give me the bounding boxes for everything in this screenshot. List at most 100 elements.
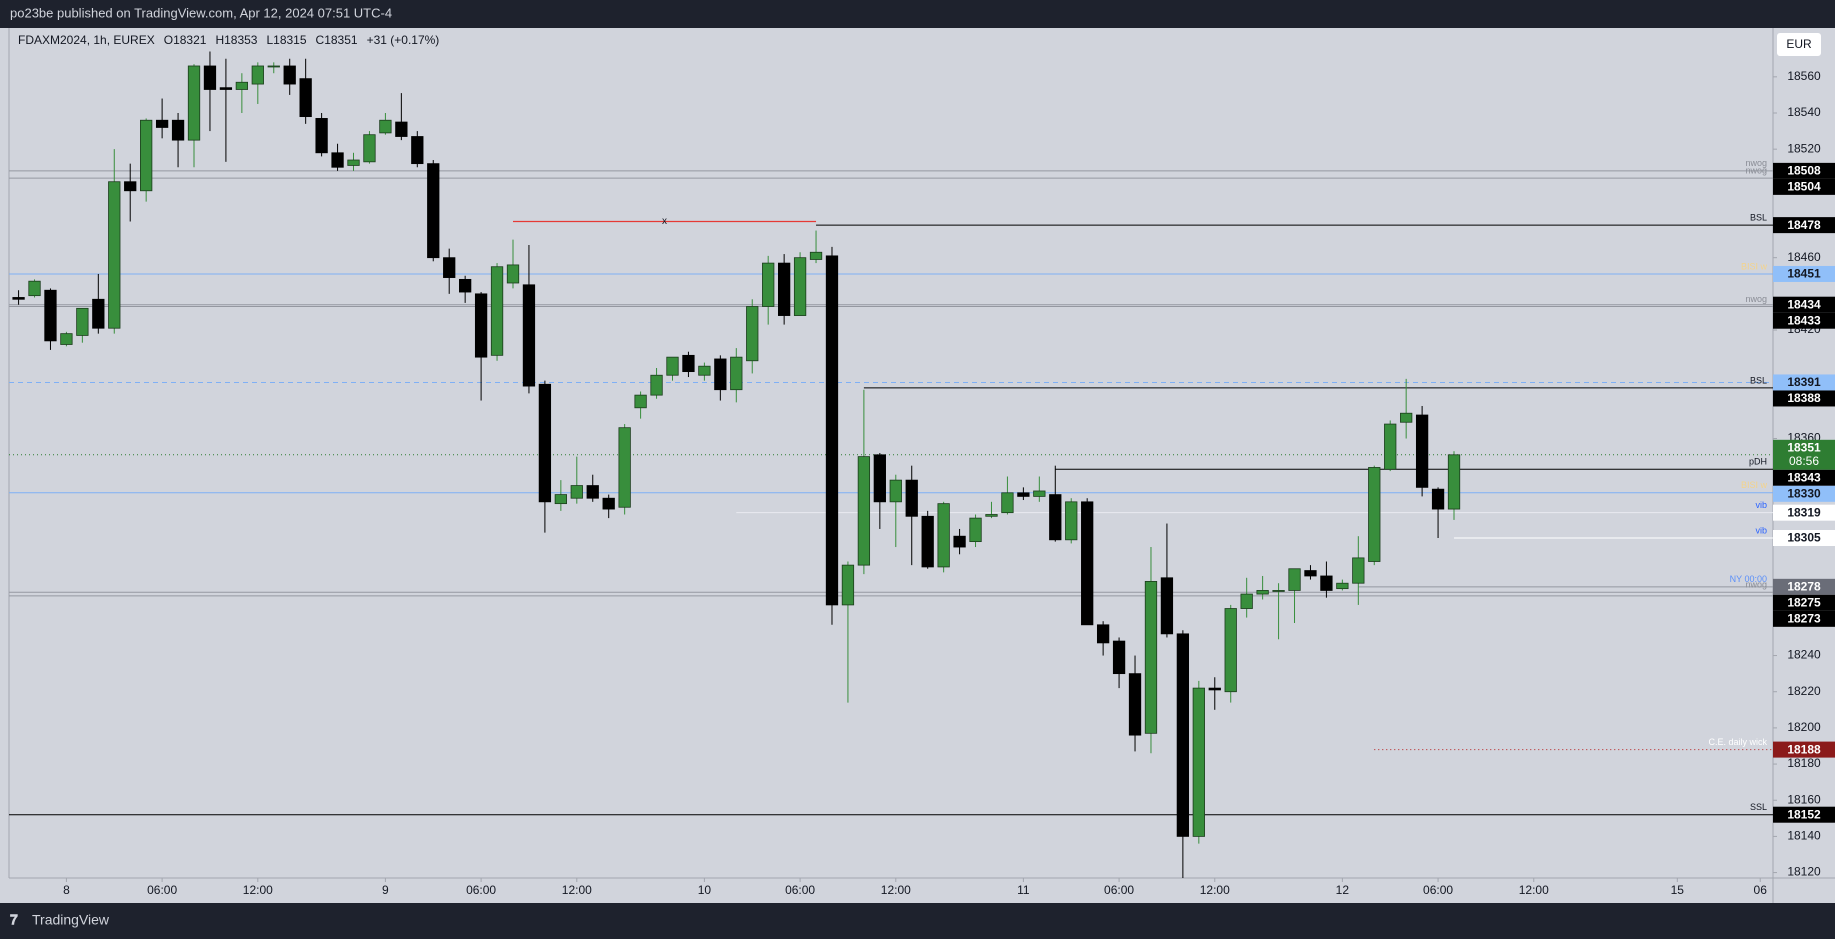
candle-body (1240, 593, 1253, 609)
candle-body (1112, 640, 1126, 675)
candle-body (937, 503, 950, 568)
legend-high: H18353 (215, 33, 257, 47)
candle-body (905, 479, 918, 517)
price-tag (1773, 485, 1835, 502)
x-tick-label: 06:00 (466, 883, 496, 897)
price-tag (1773, 578, 1835, 595)
candle-body (777, 262, 791, 316)
candle-body (634, 394, 647, 409)
price-tag (1773, 439, 1835, 470)
candle-body (315, 118, 328, 154)
price-tag (1773, 265, 1835, 282)
legend-change: +31 (+0.17%) (367, 33, 440, 47)
candle-body (490, 266, 504, 356)
candle-body (1320, 575, 1333, 591)
candle-body (1208, 687, 1221, 691)
level-label: nwog (1745, 165, 1767, 175)
candle-body (347, 159, 360, 166)
candle-body (1176, 633, 1190, 837)
candle-body (857, 456, 871, 566)
currency-button[interactable] (1777, 33, 1821, 56)
price-tag (1773, 390, 1835, 407)
price-tag-label: 18152 (1787, 807, 1821, 821)
level-label: nwog (1745, 158, 1767, 168)
candle-body (395, 121, 408, 137)
level-label: nwog (1745, 294, 1767, 304)
price-tag-label: 18273 (1787, 612, 1821, 626)
price-tag-label: 18478 (1787, 218, 1821, 232)
candle-body (1033, 490, 1046, 497)
candle-body (1049, 494, 1062, 541)
candle-body (1352, 557, 1365, 584)
candle-body (570, 485, 583, 499)
candle-body (187, 65, 201, 141)
x-tick-label: 12:00 (1519, 883, 1549, 897)
y-tick-label: 18220 (1787, 684, 1821, 698)
price-tag-label: 18391 (1787, 375, 1821, 389)
price-tag (1773, 469, 1835, 486)
candle-body (841, 564, 855, 606)
level-label: BISI w (1741, 480, 1768, 490)
x-tick-label: 12:00 (1200, 883, 1230, 897)
price-tag-label: 18388 (1787, 391, 1821, 405)
candle-body (379, 119, 392, 134)
candle-body (1160, 577, 1174, 635)
level-label: BISI w (1741, 261, 1768, 271)
x-tick-label: 10 (698, 883, 712, 897)
price-tag-label: 18319 (1787, 505, 1821, 519)
candle-body (44, 289, 57, 342)
candle-body (1096, 624, 1110, 644)
price-tag (1773, 594, 1835, 611)
level-label: C.E. daily wick (1708, 737, 1767, 747)
currency-label[interactable]: EUR (1786, 37, 1812, 51)
candle-body (1288, 568, 1301, 591)
candle-body (411, 136, 424, 165)
candle-body (219, 87, 233, 90)
candle-body (1081, 501, 1094, 626)
candle-body (474, 293, 488, 358)
candle-body (969, 517, 982, 543)
footer-bar (0, 903, 1835, 939)
legend-open: O18321 (164, 33, 207, 47)
legend-low: L18315 (266, 33, 306, 47)
candle-body (267, 65, 280, 68)
legend-symbol: FDAXM2024, 1h, EUREX (18, 33, 155, 47)
level-label: pDH (1749, 457, 1767, 467)
candle-body (1431, 488, 1445, 510)
y-tick-label: 18160 (1787, 792, 1821, 806)
candle-body (28, 280, 41, 297)
candle-body (1128, 673, 1142, 736)
candle-body (1400, 412, 1413, 423)
price-tag (1773, 312, 1835, 329)
candle-body (1447, 454, 1461, 510)
price-tag-label: 18188 (1787, 742, 1821, 756)
x-tick-label: 12:00 (243, 883, 273, 897)
candle-body (825, 255, 839, 606)
candle-body (363, 134, 376, 163)
candle-body (650, 374, 663, 396)
candle-body (1017, 492, 1030, 497)
price-tag (1773, 162, 1835, 179)
x-tick-label: 06:00 (1423, 883, 1453, 897)
candle-body (1336, 582, 1349, 590)
x-tick-label: 11 (1017, 883, 1030, 897)
candle-body (171, 119, 185, 141)
candle-body (299, 78, 312, 118)
candle-body (1384, 423, 1397, 470)
candle-body (459, 278, 472, 293)
candle-body (1304, 570, 1317, 577)
x-tick-label: 12 (1336, 883, 1350, 897)
candle-body (793, 257, 807, 316)
level-label: SSL (1750, 802, 1767, 812)
candle-body (60, 333, 73, 345)
candle-body (730, 356, 743, 391)
y-tick-label: 18560 (1787, 69, 1821, 83)
y-tick-label: 18240 (1787, 648, 1821, 662)
candle-body (235, 81, 249, 90)
candle-body (586, 485, 599, 499)
candle-body (762, 262, 775, 307)
x-tick-label: 15 (1671, 883, 1685, 897)
y-tick-label: 18540 (1787, 105, 1821, 119)
x-tick-label: 06 (1754, 883, 1768, 897)
